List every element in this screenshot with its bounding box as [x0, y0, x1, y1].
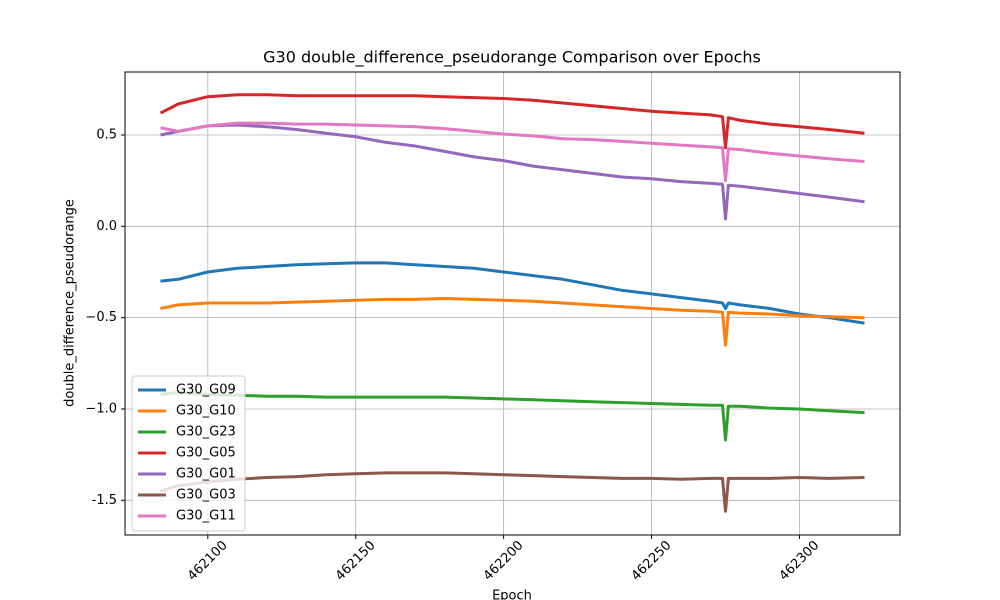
y-tick-label: −0.5 [85, 310, 117, 325]
x-axis-label: Epoch [492, 589, 532, 600]
x-tick-label: 462100 [185, 538, 231, 584]
series-line [159, 93, 865, 150]
x-tick-label: 462300 [777, 538, 823, 584]
y-tick-label: -1.5 [92, 493, 117, 508]
legend-label: G30_G23 [176, 425, 236, 440]
y-tick-label: 0.0 [96, 219, 117, 234]
legend-label: G30_G11 [176, 509, 236, 524]
x-tick-label: 462150 [333, 538, 379, 584]
x-tick-label: 462250 [629, 538, 675, 584]
y-tick-label: −1.0 [85, 401, 117, 416]
series-line [160, 297, 865, 347]
legend: G30_G09 G30_G10 G30_G23 G30_G05 G30_G01 G30_G… [131, 375, 246, 532]
legend-label: G30_G05 [176, 446, 236, 461]
legend-label: G30_G10 [176, 404, 236, 419]
legend-box [131, 375, 246, 532]
y-tick-label: 0.5 [96, 128, 117, 143]
series-line [160, 261, 865, 325]
legend-label: G30_G03 [176, 488, 236, 503]
legend-label: G30_G09 [176, 383, 236, 398]
chart-title: G30 double_difference_pseudorange Compar… [263, 48, 761, 68]
x-tick-label: 462200 [481, 538, 527, 584]
series-line [160, 391, 865, 442]
legend-label: G30_G01 [176, 467, 236, 482]
series-line [160, 471, 865, 513]
y-axis-label: double_difference_pseudorange [63, 199, 78, 407]
series-line [160, 121, 865, 183]
series-line [160, 123, 865, 221]
plot-frame [124, 71, 901, 536]
